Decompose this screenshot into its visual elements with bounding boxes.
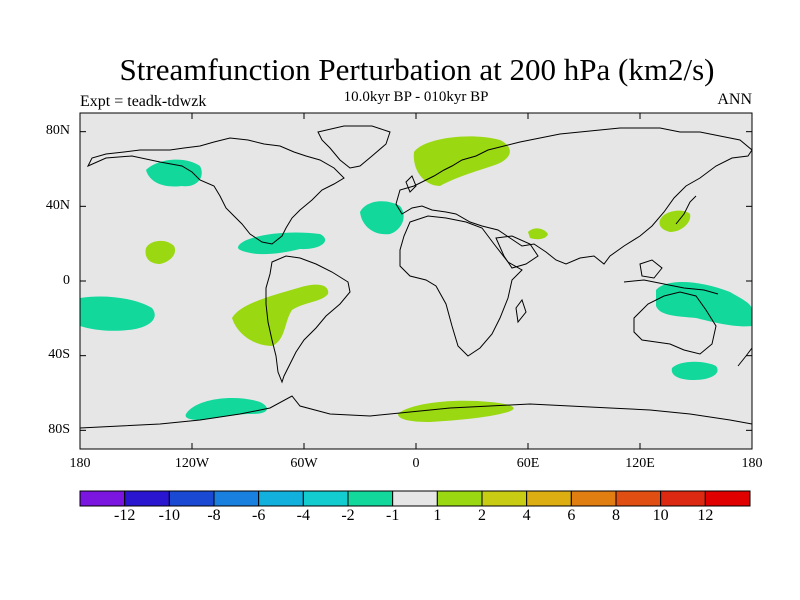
lat-tick-80s: 80S <box>48 422 70 437</box>
coast-arabia <box>495 235 539 269</box>
colorbar-label: -6 <box>251 507 266 524</box>
anomaly-tasman <box>671 361 718 380</box>
colorbar-label: 4 <box>522 507 531 524</box>
coast-antarctica <box>79 395 753 429</box>
colorbar-label: 1 <box>433 507 442 524</box>
plot-subtitle: 10.0kyr BP - 010kyr BP <box>343 89 489 105</box>
lon-tick-180w: 180 <box>69 456 91 471</box>
colorbar <box>79 490 751 507</box>
colorbar-box <box>570 490 617 507</box>
colorbar-box <box>392 490 438 507</box>
plot-title: Streamfunction Perturbation at 200 hPa (… <box>119 52 715 87</box>
colorbar-label: -1 <box>385 507 400 524</box>
colorbar-label: 12 <box>697 507 714 524</box>
experiment-label: Expt = teadk-tdwzk <box>80 93 207 110</box>
anomaly-arabian-sea <box>528 228 548 240</box>
lon-tick-60w: 60W <box>290 456 318 471</box>
colorbar-box <box>258 490 304 507</box>
coast-eurasia <box>395 127 753 265</box>
coast-africa <box>399 215 523 357</box>
lon-tick-0: 0 <box>412 456 420 471</box>
anomaly-central-n-pacific <box>145 240 176 264</box>
colorbar-label: 6 <box>567 507 576 524</box>
colorbar-box <box>124 490 170 507</box>
colorbar-label: 10 <box>652 507 669 524</box>
coastlines <box>79 125 753 429</box>
anomaly-n-pacific <box>146 159 202 187</box>
anomaly-caribbean <box>238 232 326 255</box>
colorbar-box <box>168 490 215 507</box>
coast-greenland <box>317 125 391 169</box>
coast-indonesia <box>623 279 719 295</box>
coast-japan <box>675 195 697 225</box>
coast-borneo <box>639 259 663 279</box>
lat-tick-0: 0 <box>63 273 70 288</box>
anomaly-subtropical-atlantic <box>360 201 404 235</box>
colorbar-box <box>79 490 126 507</box>
colorbar-label: -12 <box>113 507 136 524</box>
lat-tick-40n: 40N <box>45 198 70 213</box>
colorbar-box <box>704 490 751 507</box>
colorbar-box <box>481 490 528 507</box>
colorbar-box <box>436 490 483 507</box>
colorbar-box <box>615 490 662 507</box>
colorbar-box <box>660 490 706 507</box>
colorbar-label: -2 <box>341 507 355 524</box>
colorbar-box <box>213 490 260 507</box>
anomaly-indonesia-australia <box>656 281 752 327</box>
colorbar-box <box>302 490 349 507</box>
lat-tick-40s: 40S <box>48 347 70 362</box>
lon-tick-120e: 120E <box>625 456 655 471</box>
anomaly-s-pacific <box>80 296 155 331</box>
coast-north-america <box>86 137 345 245</box>
lat-tick-80n: 80N <box>45 123 70 138</box>
lon-tick-60e: 60E <box>516 456 540 471</box>
colorbar-box <box>347 490 394 507</box>
axis-ticks <box>79 113 753 449</box>
colorbar-label: -10 <box>158 507 180 524</box>
anomaly-se-pacific <box>232 284 329 346</box>
coast-south-america <box>265 255 351 384</box>
coast-australia <box>633 291 717 355</box>
coast-madagascar <box>515 298 527 324</box>
lon-tick-120w: 120W <box>174 456 210 471</box>
colorbar-label: 2 <box>478 507 486 524</box>
colorbar-box <box>526 490 572 507</box>
colorbar-label: -8 <box>207 507 221 524</box>
coast-uk <box>405 175 417 193</box>
anomaly-southern-pacific <box>185 398 267 420</box>
season-label: ANN <box>717 91 752 108</box>
colorbar-label: -4 <box>296 507 310 524</box>
lon-tick-180e: 180 <box>741 456 763 471</box>
colorbar-label: 8 <box>612 507 620 524</box>
